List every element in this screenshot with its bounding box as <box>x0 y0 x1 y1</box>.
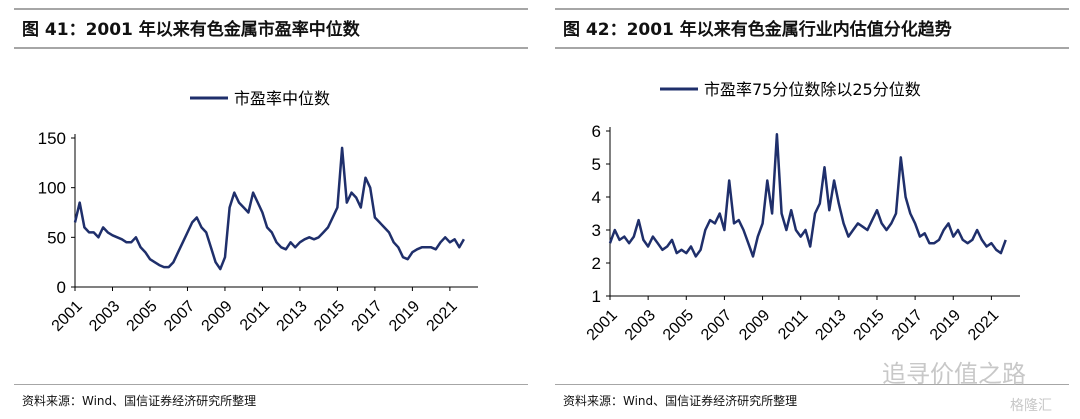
y-tick-label: 4 <box>592 188 601 207</box>
x-tick-label: 2015 <box>851 307 888 344</box>
source-note: 资料来源：Wind、国信证券经济研究所整理 <box>563 394 798 408</box>
divider <box>14 8 528 10</box>
x-tick-label: 2009 <box>199 298 236 335</box>
y-tick-label: 150 <box>38 129 66 148</box>
divider <box>14 384 528 385</box>
x-tick-label: 2007 <box>698 307 735 344</box>
x-tick-label: 2011 <box>775 307 811 343</box>
x-tick-label: 2019 <box>927 307 964 344</box>
x-tick-label: 2013 <box>274 298 311 335</box>
x-tick-label: 2001 <box>49 298 86 335</box>
x-tick-label: 2003 <box>86 298 123 335</box>
panel-right: 图 42：2001 年以来有色金属行业内估值分化趋势 资料来源：Wind、国信证… <box>555 0 1069 419</box>
series-line <box>73 146 465 271</box>
y-tick-label: 6 <box>592 122 601 141</box>
y-tick-label: 100 <box>38 179 66 198</box>
divider <box>14 47 528 49</box>
divider <box>555 384 1069 385</box>
x-tick-label: 2003 <box>622 307 659 344</box>
divider <box>555 47 1069 49</box>
legend-label: 市盈率中位数 <box>234 89 330 108</box>
panel-left: 图 41：2001 年以来有色金属市盈率中位数 资料来源：Wind、国信证券经济… <box>14 0 528 419</box>
x-tick-label: 2019 <box>386 298 423 335</box>
chart-title: 图 42：2001 年以来有色金属行业内估值分化趋势 <box>563 20 952 40</box>
legend-label: 市盈率75分位数除以25分位数 <box>704 80 921 99</box>
chart-title: 图 41：2001 年以来有色金属市盈率中位数 <box>22 20 360 40</box>
y-tick-label: 2 <box>592 254 601 273</box>
y-tick-label: 50 <box>47 228 66 247</box>
x-tick-label: 2017 <box>349 298 386 335</box>
y-tick-label: 3 <box>592 221 601 240</box>
source-note: 资料来源：Wind、国信证券经济研究所整理 <box>22 394 257 408</box>
y-tick-label: 5 <box>592 155 601 174</box>
x-tick-label: 2011 <box>237 298 273 334</box>
x-tick-label: 2005 <box>660 307 697 344</box>
x-tick-label: 2001 <box>584 307 621 344</box>
y-tick-label: 1 <box>592 287 601 306</box>
watermark-text: 追寻价值之路 <box>882 360 1026 388</box>
x-tick-label: 2005 <box>124 298 161 335</box>
watermark-logo: 格隆汇 <box>1010 398 1052 414</box>
series-line <box>608 133 1007 258</box>
x-tick-label: 2009 <box>736 307 773 344</box>
x-tick-label: 2021 <box>424 298 461 335</box>
divider <box>555 8 1069 10</box>
y-tick-label: 0 <box>57 278 66 297</box>
x-tick-label: 2015 <box>311 298 348 335</box>
x-tick-label: 2021 <box>965 307 1002 344</box>
x-tick-label: 2017 <box>889 307 926 344</box>
x-tick-label: 2007 <box>161 298 198 335</box>
x-tick-label: 2013 <box>812 307 849 344</box>
